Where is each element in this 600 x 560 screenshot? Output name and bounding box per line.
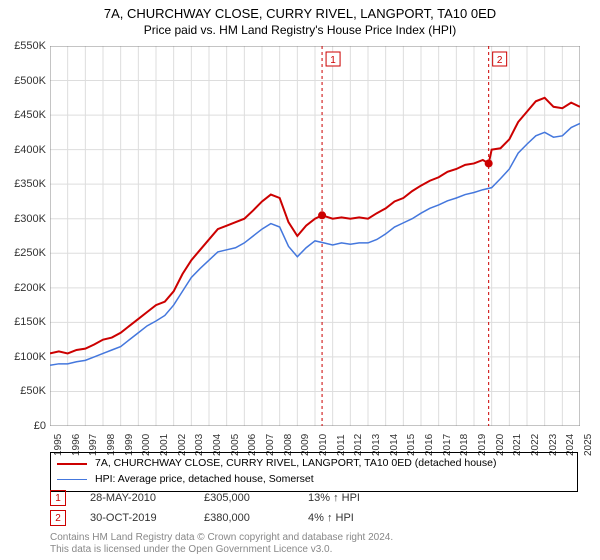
legend-label-property: 7A, CHURCHWAY CLOSE, CURRY RIVEL, LANGPO… [95,456,497,472]
legend-swatch-hpi [57,479,87,481]
legend-row-property: 7A, CHURCHWAY CLOSE, CURRY RIVEL, LANGPO… [57,456,571,472]
legend-label-hpi: HPI: Average price, detached house, Some… [95,472,314,488]
marker-price-2: £380,000 [204,512,284,524]
chart-container: 7A, CHURCHWAY CLOSE, CURRY RIVEL, LANGPO… [0,0,600,560]
chart-title: 7A, CHURCHWAY CLOSE, CURRY RIVEL, LANGPO… [0,0,600,21]
footnote-line-1: Contains HM Land Registry data © Crown c… [50,532,393,544]
marker-pct-2: 4% ↑ HPI [308,512,354,524]
footnote-line-2: This data is licensed under the Open Gov… [50,544,393,556]
marker-box-1: 1 [50,490,66,506]
marker-date-2: 30-OCT-2019 [90,512,180,524]
marker-row-2: 2 30-OCT-2019 £380,000 4% ↑ HPI [50,510,360,526]
marker-num-1: 1 [55,493,61,504]
markers-table: 1 28-MAY-2010 £305,000 13% ↑ HPI 2 30-OC… [50,490,360,530]
svg-text:1: 1 [330,55,336,66]
marker-box-2: 2 [50,510,66,526]
marker-price-1: £305,000 [204,492,284,504]
footnote: Contains HM Land Registry data © Crown c… [50,532,393,556]
marker-num-2: 2 [55,513,61,524]
legend-row-hpi: HPI: Average price, detached house, Some… [57,472,571,488]
marker-row-1: 1 28-MAY-2010 £305,000 13% ↑ HPI [50,490,360,506]
legend-swatch-property [57,463,87,465]
marker-date-1: 28-MAY-2010 [90,492,180,504]
legend-box: 7A, CHURCHWAY CLOSE, CURRY RIVEL, LANGPO… [50,452,578,492]
chart-area: 12 [50,46,580,426]
svg-text:2: 2 [497,55,503,66]
marker-pct-1: 13% ↑ HPI [308,492,360,504]
chart-svg: 12 [50,46,580,426]
chart-subtitle: Price paid vs. HM Land Registry's House … [0,21,600,41]
